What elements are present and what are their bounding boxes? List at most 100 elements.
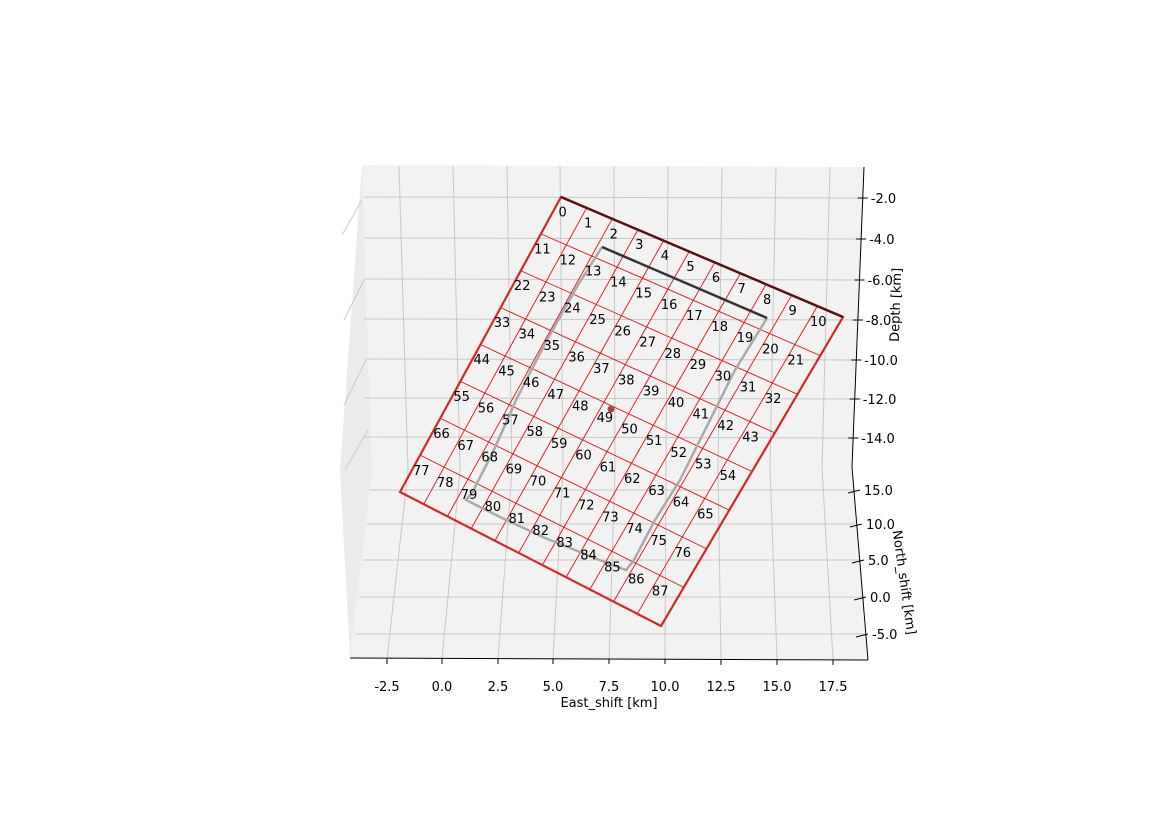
patch-line <box>480 344 753 472</box>
gridline <box>343 279 365 321</box>
gridline <box>398 165 409 472</box>
gridline <box>552 469 564 660</box>
patch-label: 24 <box>564 302 581 317</box>
patch-label: 74 <box>626 522 643 537</box>
patch-label: 14 <box>610 276 627 291</box>
patch-label: 5 <box>686 260 694 275</box>
gridline <box>559 165 564 471</box>
z-tick-label: -8.0 <box>866 314 891 329</box>
patch-label: 30 <box>715 369 732 384</box>
gridline <box>363 196 863 199</box>
patch-label: 69 <box>506 463 523 478</box>
gridline <box>821 467 834 661</box>
patch-label: 62 <box>624 472 641 487</box>
patch-label: 7 <box>737 282 745 297</box>
gridline <box>506 165 513 471</box>
patch-label: 67 <box>457 439 474 454</box>
x-tick-label: 17.5 <box>819 680 848 695</box>
back-pane <box>362 165 864 472</box>
gridline <box>344 429 369 471</box>
z-tick-label: -2.0 <box>871 192 896 207</box>
x-tick-label: -2.5 <box>374 680 399 695</box>
patch-label: 35 <box>543 339 560 354</box>
patch-label: 13 <box>585 265 602 280</box>
y-tick <box>849 523 863 528</box>
patch-label: 25 <box>589 313 606 328</box>
x-tick-label: 10.0 <box>651 680 680 695</box>
x-tick-label: 5.0 <box>543 680 564 695</box>
patch-label: 51 <box>646 434 663 449</box>
patch-label: 40 <box>668 396 685 411</box>
patch-label: 76 <box>675 546 692 561</box>
gridline <box>613 165 616 471</box>
patch-label: 55 <box>453 390 470 405</box>
patch-label: 4 <box>661 249 669 264</box>
y-tick <box>847 489 861 494</box>
patch-label: 22 <box>514 279 531 294</box>
patch-label: 84 <box>580 548 597 563</box>
patch-label: 78 <box>437 476 454 491</box>
gridline <box>363 436 863 439</box>
gridline <box>386 470 409 660</box>
fault-plane: 0123456789101112131415161718192021222324… <box>398 195 845 628</box>
patch-label: 86 <box>628 572 645 587</box>
patch-label: 16 <box>661 298 678 313</box>
y-axis-line <box>851 466 869 661</box>
z-tick-label: -4.0 <box>869 233 894 248</box>
fault-top-edge <box>560 195 844 319</box>
patch-label: 77 <box>413 464 430 479</box>
patch-label: 57 <box>502 414 519 429</box>
side-pane <box>340 165 372 658</box>
gridline <box>497 469 513 660</box>
patch-label: 15 <box>635 287 652 302</box>
y-tick-label: 15.0 <box>864 484 893 499</box>
patch-label: 38 <box>618 373 635 388</box>
patch-label: 79 <box>461 488 478 503</box>
patch-label: 59 <box>551 437 568 452</box>
gridline <box>452 165 461 472</box>
y-axis-label: North_shift [km] <box>889 529 919 635</box>
z-tick-label: -14.0 <box>861 432 895 447</box>
patch-label: 44 <box>474 353 491 368</box>
patch-label: 53 <box>695 457 712 472</box>
patch-label: 11 <box>534 242 551 257</box>
x-tick-label: 12.5 <box>707 680 736 695</box>
patch-label: 21 <box>787 353 804 368</box>
patch-label: 80 <box>485 500 502 515</box>
patch-label: 23 <box>539 291 556 306</box>
top-line <box>601 245 768 320</box>
patch-line <box>460 380 730 511</box>
patch-label: 8 <box>763 293 771 308</box>
patch-label: 73 <box>602 510 619 525</box>
patch-label: 18 <box>711 320 728 335</box>
patch-label: 26 <box>614 324 631 339</box>
patch-label: 61 <box>600 461 617 476</box>
patch-label: 19 <box>737 331 754 346</box>
patch-label: 65 <box>697 508 714 523</box>
patch-label: 1 <box>584 216 592 231</box>
patch-line <box>540 233 821 357</box>
patch-label: 75 <box>650 534 667 549</box>
patch-line <box>520 270 798 395</box>
z-axis-label: Depth [km] <box>888 268 906 343</box>
patch-label: 87 <box>652 585 669 600</box>
gridline <box>343 359 367 406</box>
y-tick-label: 0.0 <box>870 591 891 606</box>
hypocenter-marker <box>607 405 615 413</box>
x-axis-label: East_shift [km] <box>560 696 657 711</box>
patch-label: 17 <box>686 309 703 324</box>
patch-line <box>500 307 775 434</box>
patch-label: 33 <box>494 316 511 331</box>
gridline <box>441 470 461 660</box>
patch-label: 52 <box>670 446 687 461</box>
patch-label: 29 <box>690 358 707 373</box>
gridline <box>717 468 722 661</box>
rupture-front-line <box>464 246 769 572</box>
patch-label: 47 <box>547 388 564 403</box>
patch-label: 83 <box>556 536 573 551</box>
patch-label: 60 <box>575 449 592 464</box>
gridline <box>363 278 863 281</box>
patch-line <box>419 454 684 588</box>
gridline <box>769 467 778 661</box>
gridline <box>341 199 363 236</box>
